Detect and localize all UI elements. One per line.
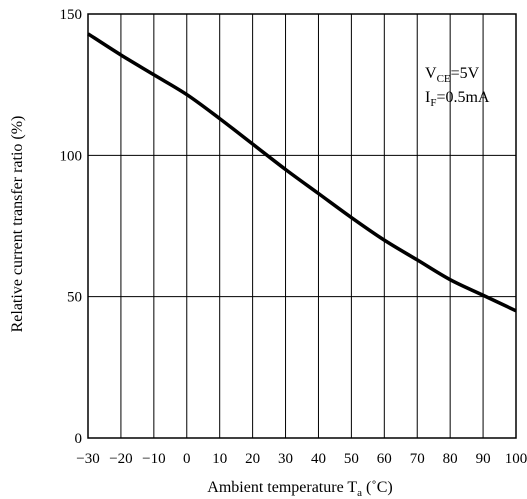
y-axis-label: Relative current transfer ratio (%): [9, 116, 26, 333]
x-tick-label: 90: [476, 451, 491, 467]
y-tick-label: 50: [67, 290, 82, 306]
x-tick-label: 40: [311, 451, 326, 467]
x-tick-label: 10: [212, 451, 227, 467]
y-tick-label: 150: [60, 7, 83, 23]
x-tick-label: 0: [183, 451, 191, 467]
y-tick-label: 0: [75, 431, 83, 447]
x-tick-label: 20: [245, 451, 260, 467]
x-tick-label: 30: [278, 451, 293, 467]
plot-frame: [87, 13, 517, 439]
x-tick-label: 100: [505, 451, 527, 467]
x-tick-label: 60: [377, 451, 392, 467]
annotation-vce: VCE=5V: [425, 65, 480, 85]
annotation-if: IF=0.5mA: [425, 89, 490, 109]
x-tick-label: 50: [344, 451, 359, 467]
x-tick-label: 80: [443, 451, 458, 467]
x-tick-label: 70: [410, 451, 425, 467]
data-series: [87, 32, 517, 313]
grid: [88, 14, 516, 438]
x-tick-label: −30: [76, 451, 99, 467]
y-tick-label: 100: [60, 148, 83, 164]
x-tick-label: −20: [109, 451, 132, 467]
series-line: [87, 32, 517, 313]
y-tick-labels: 0 50 100 150: [60, 7, 83, 447]
x-axis-label: Ambient temperature Ta (˚C): [207, 479, 392, 499]
x-tick-label: −10: [142, 451, 165, 467]
x-tick-labels: −30 −20 −10 0 10 20 30 40 50 60 70 80 90 100: [76, 451, 527, 467]
